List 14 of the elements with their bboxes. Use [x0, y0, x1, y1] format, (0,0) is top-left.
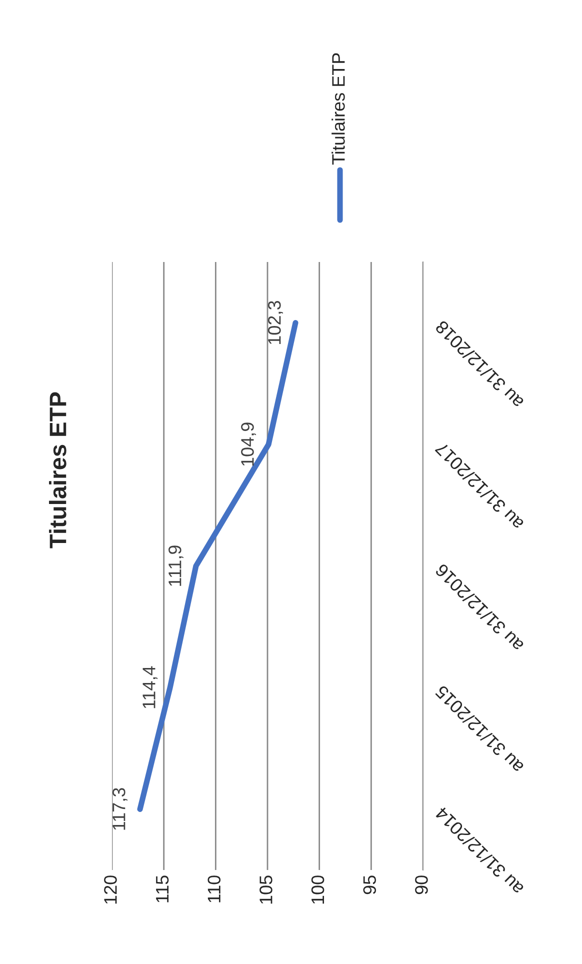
- x-tick-label: 120: [104, 876, 117, 904]
- x-tick-label: 115: [156, 876, 169, 902]
- data-label: 117,3: [112, 788, 128, 830]
- data-label: 114,4: [142, 666, 158, 708]
- x-tick-label: 90: [415, 876, 428, 894]
- text: Titulaires ETP: [48, 392, 66, 548]
- data-label: 111,9: [168, 546, 184, 586]
- x-tick-label: 105: [260, 876, 272, 904]
- x-tick-label: 95: [363, 876, 376, 894]
- x-tick-label: 100: [311, 876, 324, 904]
- data-label: 102,3: [268, 301, 283, 344]
- text: Titulaires ETP: [332, 53, 345, 165]
- x-tick-label: 110: [208, 876, 221, 902]
- data-label: 104,9: [241, 422, 256, 466]
